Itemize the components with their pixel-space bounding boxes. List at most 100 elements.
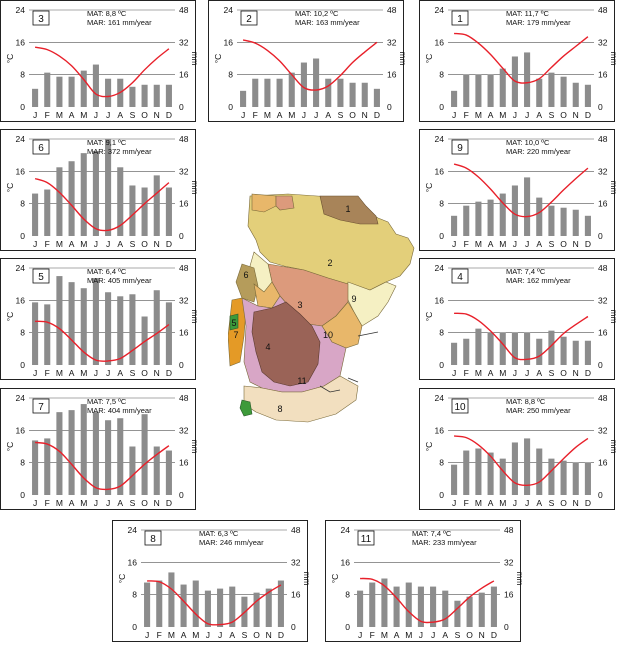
month-label: J — [94, 110, 98, 120]
precip-bar — [325, 78, 332, 107]
precip-tick-label: 32 — [504, 557, 514, 567]
precip-bar — [548, 330, 555, 365]
precip-axis-label: mm — [609, 309, 616, 323]
month-label: M — [475, 368, 482, 378]
month-label: A — [536, 498, 542, 508]
precip-bar — [451, 90, 458, 107]
temperature-line — [360, 577, 495, 624]
station-id-box — [451, 398, 469, 414]
map-label-1: 1 — [345, 204, 350, 214]
temp-axis-label: °C — [5, 442, 15, 452]
precip-axis-label: mm — [190, 439, 197, 453]
month-label: M — [56, 498, 63, 508]
temp-tick-label: 8 — [228, 70, 233, 80]
precip-bar — [265, 588, 272, 627]
month-label: F — [464, 239, 469, 249]
month-label: N — [154, 368, 160, 378]
station-id-box — [144, 530, 162, 546]
month-label: D — [166, 368, 172, 378]
precip-tick-label: 32 — [598, 37, 608, 47]
precip-bar — [511, 185, 518, 236]
month-label: F — [45, 498, 50, 508]
month-label: J — [302, 110, 306, 120]
precip-tick-label: 0 — [504, 622, 509, 632]
precip-bar — [32, 302, 39, 365]
month-label: N — [573, 498, 579, 508]
month-label: J — [106, 368, 110, 378]
month-label: J — [513, 368, 517, 378]
precip-tick-label: 16 — [179, 70, 189, 80]
mat-label: MAT: 9,1 ºC — [87, 138, 127, 147]
month-label: J — [33, 368, 37, 378]
precip-tick-label: 32 — [179, 37, 189, 47]
temp-axis-label: °C — [5, 54, 15, 64]
precip-bar — [475, 201, 482, 236]
map-labels: 1 2 3 4 5 6 7 8 9 10 11 — [231, 204, 356, 414]
precip-tick-label: 0 — [179, 231, 184, 241]
climate-chart-3: 0 8 16 24 0 16 32 48 °C mm J F M A M J J A S O N D 3 MAT: 8,8 º… — [0, 0, 197, 122]
precip-tick-label: 16 — [504, 590, 514, 600]
month-label: S — [549, 498, 555, 508]
precip-bar — [32, 193, 39, 236]
precip-tick-label: 32 — [179, 166, 189, 176]
month-label: A — [69, 368, 75, 378]
precip-tick-label: 0 — [598, 490, 603, 500]
precip-tick-label: 0 — [291, 622, 296, 632]
precip-bar — [192, 580, 199, 627]
precip-bar — [560, 460, 567, 495]
station-id: 4 — [457, 272, 463, 283]
temp-tick-label: 16 — [341, 557, 351, 567]
map-region-9 — [345, 281, 397, 327]
month-label: J — [452, 368, 456, 378]
precip-bar — [560, 207, 567, 236]
precip-bar — [451, 342, 458, 365]
month-label: M — [405, 630, 412, 640]
map-label-7: 7 — [233, 330, 238, 340]
precip-tick-label: 16 — [598, 199, 608, 209]
precip-bar — [92, 412, 99, 495]
station-id: 6 — [38, 143, 44, 154]
precip-bar — [141, 84, 148, 107]
mat-label: MAT: 6,3 ºC — [199, 529, 239, 538]
temp-tick-label: 24 — [435, 393, 445, 403]
map-label-4: 4 — [265, 342, 270, 352]
precip-bar — [240, 90, 247, 107]
precip-bar — [92, 278, 99, 365]
month-label: F — [464, 368, 469, 378]
temp-tick-label: 16 — [435, 37, 445, 47]
month-label: M — [56, 368, 63, 378]
temp-tick-label: 0 — [439, 102, 444, 112]
precip-bar — [548, 458, 555, 495]
month-label: F — [370, 630, 375, 640]
month-label: A — [488, 498, 494, 508]
precip-tick-label: 48 — [598, 263, 608, 273]
precip-bar — [349, 82, 356, 107]
month-label: S — [130, 368, 136, 378]
month-label: A — [277, 110, 283, 120]
precip-tick-label: 48 — [179, 393, 189, 403]
climate-chart-1: 0 8 16 24 0 16 32 48 °C mm J F M A M J J A S O N D 1 MAT: 11,7 … — [419, 0, 616, 122]
map-label-9: 9 — [351, 294, 356, 304]
mat-label: MAT: 11,7 ºC — [506, 9, 549, 18]
month-label: J — [94, 239, 98, 249]
month-label: M — [192, 630, 199, 640]
month-label: N — [154, 239, 160, 249]
month-label: J — [431, 630, 435, 640]
precip-tick-label: 48 — [598, 134, 608, 144]
map-region-1 — [319, 195, 379, 225]
month-label: O — [253, 630, 260, 640]
month-label: A — [488, 239, 494, 249]
month-label: M — [56, 239, 63, 249]
precip-tick-label: 0 — [179, 490, 184, 500]
precip-bar — [165, 84, 172, 107]
precip-bar — [487, 332, 494, 365]
temp-tick-label: 24 — [341, 525, 351, 535]
map-region-5 — [229, 313, 239, 331]
month-label: O — [349, 110, 356, 120]
precip-tick-label: 16 — [179, 328, 189, 338]
month-label: J — [452, 498, 456, 508]
map-label-8: 8 — [277, 404, 282, 414]
